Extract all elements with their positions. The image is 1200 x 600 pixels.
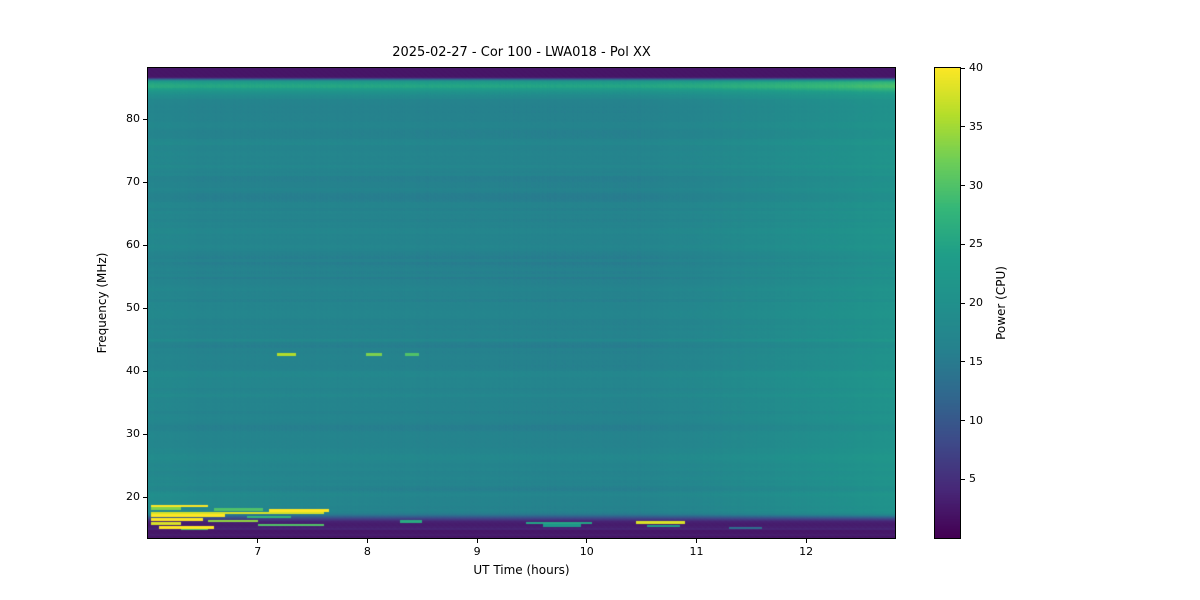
colorbar-tick-mark [961, 302, 965, 304]
colorbar-tick-mark [961, 478, 965, 480]
x-tick-label: 9 [473, 545, 481, 558]
colorbar-tick-label: 40 [969, 61, 983, 74]
y-tick-mark [143, 370, 147, 372]
x-tick-mark [805, 539, 807, 543]
colorbar-tick-label: 10 [969, 413, 983, 427]
colorbar-tick-label: 5 [969, 472, 976, 486]
y-tick-label: 50 [126, 301, 140, 315]
chart-title: 2025-02-27 - Cor 100 - LWA018 - Pol XX [392, 45, 651, 60]
colorbar-tick-label: 35 [969, 119, 983, 133]
x-tick-mark [695, 539, 697, 543]
y-tick-mark [143, 433, 147, 435]
x-tick-label: 8 [363, 545, 371, 558]
colorbar-tick-mark [961, 243, 965, 245]
colorbar-tick-label: 25 [969, 237, 983, 251]
colorbar-tick-mark [961, 420, 965, 421]
colorbar [935, 68, 960, 538]
colorbar-tick-label: 30 [969, 178, 983, 192]
colorbar-tick-mark [961, 67, 965, 69]
y-tick-mark [143, 244, 147, 246]
y-tick-mark [143, 181, 147, 183]
spectrogram-canvas [148, 68, 895, 538]
x-tick-mark [366, 539, 368, 543]
x-tick-mark [586, 539, 588, 543]
x-tick-label: 10 [579, 545, 594, 558]
y-tick-mark [143, 496, 147, 498]
x-tick-mark [257, 539, 259, 543]
y-tick-mark [143, 118, 147, 120]
colorbar-tick-mark [961, 185, 965, 186]
y-tick-label: 30 [126, 427, 140, 441]
y-tick-mark [143, 307, 147, 309]
colorbar-tick-mark [961, 361, 965, 363]
y-tick-label: 80 [126, 112, 140, 126]
x-tick-label: 11 [689, 545, 704, 558]
x-tick-label: 12 [799, 545, 814, 558]
colorbar-tick-label: 15 [969, 354, 983, 368]
y-tick-label: 70 [126, 175, 140, 189]
colorbar-title: Power (CPU) [994, 266, 1008, 340]
y-tick-label: 60 [126, 238, 140, 252]
x-tick-mark [476, 539, 478, 543]
x-axis-title: UT Time (hours) [473, 563, 570, 577]
colorbar-tick-mark [961, 126, 965, 128]
x-tick-label: 7 [254, 545, 262, 558]
y-tick-label: 20 [126, 490, 140, 504]
y-tick-label: 40 [126, 364, 140, 378]
colorbar-tick-label: 20 [969, 296, 983, 309]
